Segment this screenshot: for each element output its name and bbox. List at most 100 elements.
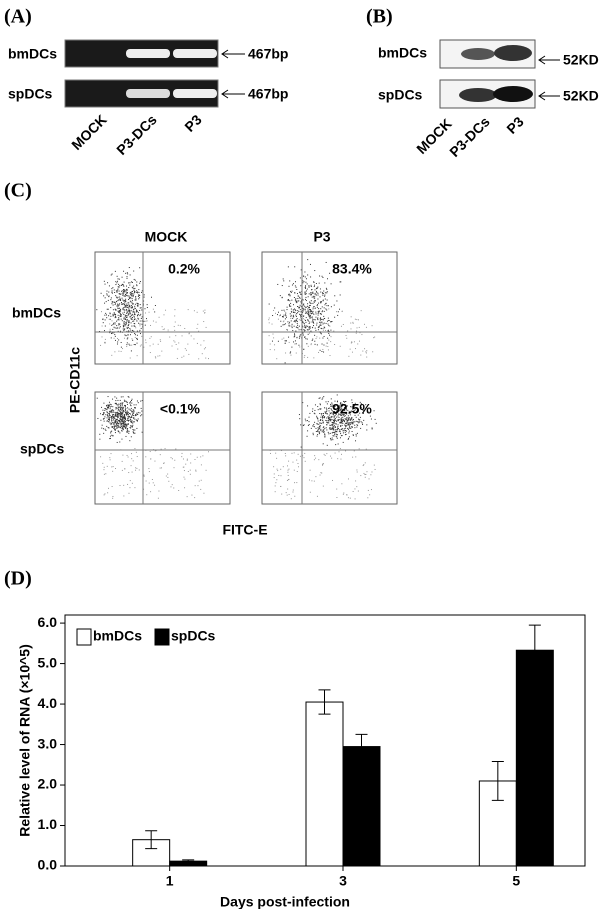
- event-dot: [291, 290, 293, 292]
- event-dot: [101, 427, 103, 429]
- event-dot: [304, 319, 306, 321]
- event-dot: [330, 403, 332, 405]
- event-dot: [103, 417, 105, 419]
- event-dot: [318, 397, 320, 399]
- event-dot: [325, 261, 327, 263]
- event-dot: [117, 425, 119, 427]
- event-dot: [338, 405, 340, 407]
- event-dot: [313, 306, 315, 308]
- event-dot: [97, 417, 99, 419]
- event-dot: [119, 412, 121, 414]
- event-dot: [314, 421, 316, 423]
- event-dot: [326, 309, 328, 311]
- event-dot: [330, 415, 332, 417]
- event-dot: [306, 338, 308, 340]
- event-dot: [292, 461, 294, 463]
- event-dot: [104, 283, 106, 285]
- event-dot: [316, 417, 318, 419]
- event-dot: [130, 292, 132, 294]
- event-dot: [105, 312, 107, 314]
- event-dot: [295, 310, 297, 312]
- event-dot: [119, 410, 121, 412]
- event-dot: [136, 281, 138, 283]
- event-dot: [109, 415, 111, 417]
- event-dot: [354, 498, 356, 500]
- event-dot: [305, 278, 307, 280]
- event-dot: [126, 306, 128, 308]
- event-dot: [373, 337, 375, 339]
- event-dot: [355, 456, 357, 458]
- event-dot: [324, 433, 326, 435]
- event-dot: [285, 492, 287, 494]
- event-dot: [300, 318, 302, 320]
- event-dot: [173, 487, 175, 489]
- event-dot: [181, 456, 183, 458]
- event-dot: [323, 431, 325, 433]
- event-dot: [129, 284, 131, 286]
- event-dot: [117, 330, 119, 332]
- event-dot: [131, 471, 133, 473]
- event-dot: [313, 281, 315, 283]
- event-dot: [300, 293, 302, 295]
- event-dot: [346, 405, 348, 407]
- event-dot: [132, 293, 134, 295]
- arrow: [538, 55, 560, 101]
- event-dot: [118, 293, 120, 295]
- event-dot: [337, 400, 339, 402]
- event-dot: [330, 408, 332, 410]
- event-dot: [288, 493, 290, 495]
- event-dot: [317, 292, 319, 294]
- event-dot: [345, 418, 347, 420]
- event-dot: [331, 424, 333, 426]
- event-dot: [277, 311, 279, 313]
- event-dot: [177, 324, 179, 326]
- event-dot: [128, 312, 130, 314]
- event-dot: [139, 333, 141, 335]
- event-dot: [125, 321, 127, 323]
- event-dot: [106, 411, 108, 413]
- event-dot: [324, 295, 326, 297]
- event-dot: [143, 474, 145, 476]
- event-dot: [141, 431, 143, 433]
- event-dot: [286, 309, 288, 311]
- event-dot: [124, 405, 126, 407]
- event-dot: [120, 408, 122, 410]
- event-dot: [316, 336, 318, 338]
- event-dot: [114, 322, 116, 324]
- event-dot: [114, 425, 116, 427]
- plot-frame: [94, 391, 231, 505]
- event-dot: [125, 424, 127, 426]
- event-dot: [198, 480, 200, 482]
- event-dot: [336, 411, 338, 413]
- event-dot: [322, 292, 324, 294]
- event-dot: [298, 337, 300, 339]
- event-dot: [103, 330, 105, 332]
- event-dot: [340, 409, 342, 411]
- event-dot: [125, 316, 127, 318]
- event-dot: [127, 314, 129, 316]
- event-dot: [107, 404, 109, 406]
- event-dot: [302, 310, 304, 312]
- event-dot: [101, 336, 103, 338]
- event-dot: [307, 320, 309, 322]
- event-dot: [125, 293, 127, 295]
- event-dot: [351, 430, 353, 432]
- event-dot: [299, 336, 301, 338]
- event-dot: [99, 433, 101, 435]
- event-dot: [122, 348, 124, 350]
- event-dot: [131, 398, 133, 400]
- event-dot: [295, 352, 297, 354]
- event-dot: [337, 426, 339, 428]
- event-dot: [312, 310, 314, 312]
- event-dot: [333, 421, 335, 423]
- event-dot: [125, 411, 127, 413]
- event-dot: [300, 314, 302, 316]
- event-dot: [334, 343, 336, 345]
- event-dot: [354, 424, 356, 426]
- event-dot: [133, 292, 135, 294]
- event-dot: [349, 424, 351, 426]
- event-dot: [119, 415, 121, 417]
- event-dot: [123, 311, 125, 313]
- event-dot: [133, 289, 135, 291]
- event-dot: [131, 426, 133, 428]
